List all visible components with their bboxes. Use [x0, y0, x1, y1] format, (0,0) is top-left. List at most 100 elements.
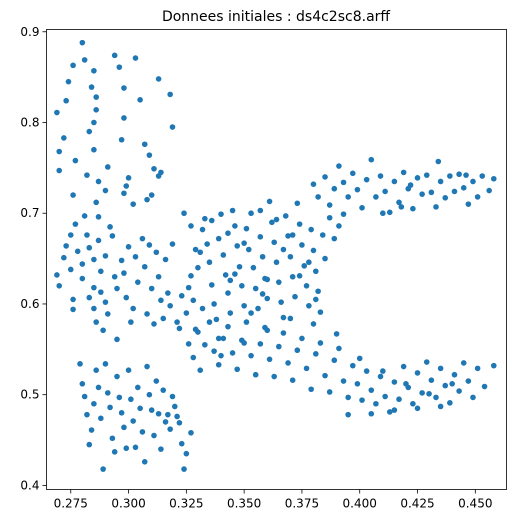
data-point: [100, 327, 106, 334]
data-point: [153, 249, 160, 256]
data-point: [132, 55, 139, 61]
data-point: [158, 297, 164, 304]
data-point: [294, 347, 301, 354]
data-point: [72, 157, 79, 164]
data-point: [289, 273, 296, 280]
data-point: [185, 284, 192, 291]
data-point: [400, 363, 407, 370]
data-point: [382, 393, 388, 400]
data-point: [273, 216, 280, 223]
data-point: [225, 323, 231, 330]
data-point: [259, 253, 266, 260]
data-point: [123, 183, 130, 189]
data-point: [377, 373, 384, 380]
data-point: [95, 214, 102, 220]
data-point: [107, 224, 113, 230]
data-point: [437, 403, 444, 410]
data-point: [220, 335, 227, 342]
data-point: [63, 243, 69, 249]
data-point: [396, 396, 402, 403]
data-point: [165, 411, 171, 418]
data-point: [67, 232, 74, 238]
data-point: [239, 283, 245, 289]
data-point: [141, 263, 148, 270]
data-point: [437, 178, 444, 185]
data-point: [102, 253, 109, 259]
data-point: [70, 306, 76, 313]
data-point: [199, 226, 206, 233]
data-point: [345, 194, 351, 200]
data-point: [195, 264, 201, 271]
data-point: [306, 259, 312, 266]
data-point: [111, 52, 118, 59]
data-point: [155, 173, 162, 179]
data-point: [322, 372, 328, 379]
data-point: [215, 235, 222, 242]
data-point: [331, 357, 338, 364]
data-point: [121, 85, 127, 91]
data-point: [132, 253, 139, 260]
data-point: [248, 310, 254, 316]
data-point: [345, 394, 351, 401]
data-point: [91, 400, 97, 407]
data-point: [188, 223, 194, 229]
data-point: [414, 175, 421, 181]
data-point: [165, 290, 171, 296]
data-point: [213, 316, 220, 323]
data-point: [292, 293, 298, 300]
data-point: [313, 296, 319, 303]
data-point: [414, 405, 421, 412]
data-point: [250, 264, 257, 271]
data-point: [114, 336, 120, 343]
data-point: [398, 204, 405, 210]
data-point: [326, 202, 333, 208]
data-point: [447, 400, 453, 406]
data-point: [340, 179, 347, 186]
data-point: [486, 187, 492, 194]
y-axis: 0.4 0.5 0.6 0.7 0.8 0.9: [20, 25, 47, 492]
data-point: [167, 426, 173, 432]
data-point: [317, 340, 324, 346]
data-point: [414, 370, 421, 376]
data-point: [363, 368, 370, 374]
data-point: [88, 427, 95, 433]
data-point: [141, 459, 148, 465]
data-point: [264, 276, 271, 283]
data-point: [490, 175, 497, 182]
data-point: [232, 271, 238, 277]
data-point: [135, 279, 141, 285]
data-point: [93, 94, 99, 100]
data-point: [380, 210, 386, 217]
data-point: [95, 384, 102, 391]
data-point: [79, 381, 86, 387]
data-point: [354, 186, 361, 193]
data-point: [474, 194, 481, 200]
data-point: [456, 388, 462, 394]
data-point: [456, 171, 462, 178]
data-point: [435, 158, 442, 165]
x-tick-label: 0.375: [285, 497, 319, 511]
data-point: [359, 204, 365, 211]
data-point: [116, 64, 123, 70]
data-point: [130, 201, 136, 207]
data-point: [176, 325, 183, 332]
data-point: [98, 415, 104, 422]
data-point: [349, 362, 356, 369]
data-point: [111, 449, 118, 455]
data-point: [282, 213, 289, 219]
data-point: [391, 178, 398, 185]
data-point: [407, 182, 414, 188]
data-point: [215, 361, 222, 368]
data-point: [336, 163, 342, 169]
data-point: [285, 233, 291, 239]
data-point: [72, 221, 79, 227]
data-point: [146, 391, 153, 398]
data-point: [442, 195, 449, 201]
x-axis: 0.275 0.300 0.325 0.350 0.375 0.400 0.425 0.450: [54, 489, 492, 511]
data-point: [345, 411, 351, 418]
data-point: [225, 290, 231, 296]
data-point: [118, 136, 125, 143]
x-tick-label: 0.350: [227, 497, 261, 511]
data-point: [326, 214, 333, 221]
x-tick-label: 0.400: [343, 497, 377, 511]
